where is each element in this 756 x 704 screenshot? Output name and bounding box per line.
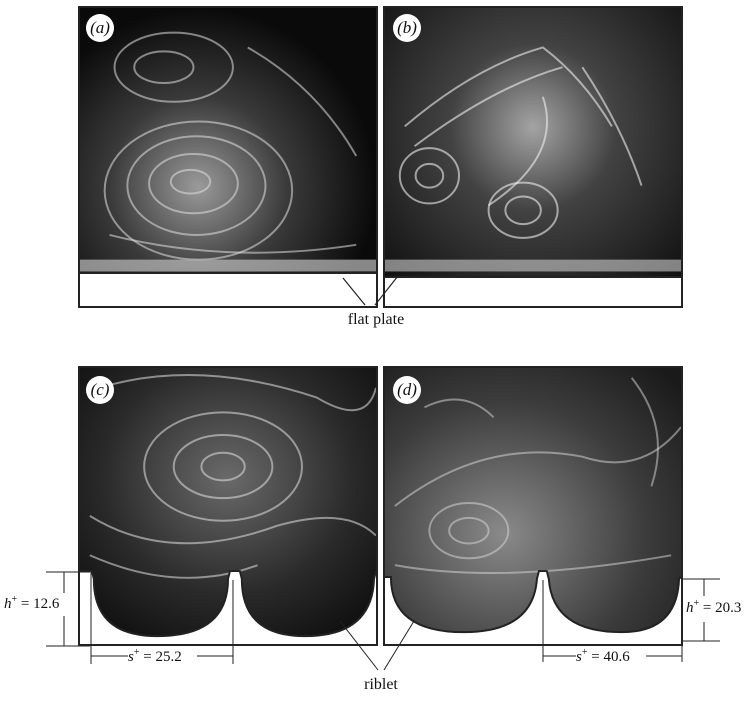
panel-d-flow-image [385,368,681,644]
panel-c: (c) [78,366,378,646]
panel-c-riblet-height: h+ = 12.6 [4,594,60,612]
panel-d: (d) [383,366,683,646]
panel-c-label: (c) [86,376,114,404]
flat-plate-surface-b [385,276,681,306]
panel-c-riblet-spacing: s+ = 25.2 [128,647,182,665]
panel-d-riblet-height: h+ = 20.3 [686,598,742,616]
panel-c-flow-image [80,368,376,644]
riblet-label: riblet [364,676,398,693]
panel-b: (b) [383,6,683,308]
panel-a-label: (a) [86,14,114,42]
panel-b-label: (b) [393,14,421,42]
flat-plate-label: flat plate [347,311,405,328]
flat-plate-surface-a [80,272,376,306]
panel-b-flow-image [385,8,681,306]
panel-a: (a) [78,6,378,308]
panel-a-flow-image [80,8,376,306]
panel-d-label: (d) [393,376,421,404]
panel-d-riblet-spacing: s+ = 40.6 [576,647,630,665]
